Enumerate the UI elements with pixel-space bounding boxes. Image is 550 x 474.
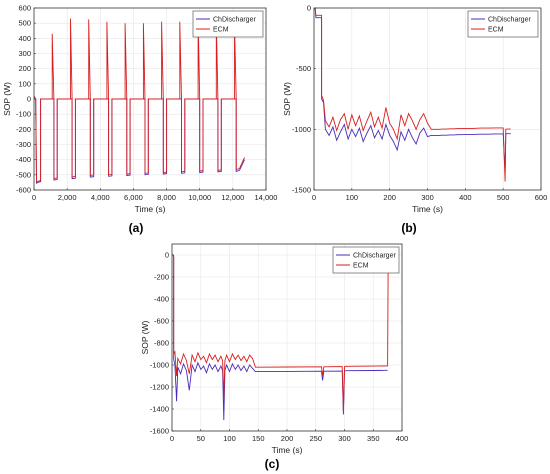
chart-panel-a: 0 2,000 4,000 6,000 8,000 10,000 12,000 14,000 -…: [2, 4, 277, 215]
panel-a-y-tick-label: 0: [27, 95, 31, 104]
panel-c-y-tick-label: -400: [154, 295, 169, 304]
panel-c-series-line-chdischarger: [172, 254, 388, 421]
panel-b-legend: ChDischarger ECM: [467, 10, 539, 38]
panel-c-y-tick-label: -1600: [150, 427, 169, 436]
panel-c-x-tick-label: 400: [396, 434, 409, 443]
panel-b-legend-box: [467, 10, 539, 38]
panel-a-legend: ChDischarger ECM: [192, 10, 264, 38]
panel-a-x-tick-label: 0: [32, 193, 36, 202]
panel-a-y-tick-label: -100: [16, 110, 31, 119]
panel-b-x-tick-label: 400: [459, 193, 472, 202]
panel-b-series-line-chdischarger: [314, 8, 511, 172]
panel-c-legend-box: [332, 246, 400, 274]
panel-c-y-tick-label: -1000: [150, 361, 169, 370]
panel-a-y-tick-label: 500: [18, 19, 31, 28]
panel-c-y-tick-label: -800: [154, 339, 169, 348]
panel-a-legend-box: [192, 10, 264, 38]
panel-b-x-tick-label: 200: [383, 193, 396, 202]
panel-b-y-tick-label: -1500: [292, 186, 311, 195]
panel-c-y-axis-label: SOP (W): [140, 320, 150, 354]
panel-c-legend-label: ChDischarger: [353, 253, 396, 260]
panel-c-y-tick-label: -200: [154, 273, 169, 282]
panel-c-x-tick-label: 150: [252, 434, 265, 443]
panel-c-x-tick-label: 350: [367, 434, 380, 443]
panel-a-y-tick-label: -400: [16, 155, 31, 164]
panel-b-y-tick-label: 0: [307, 4, 311, 13]
panel-c-x-tick-label: 250: [309, 434, 322, 443]
panel-b-legend-label: ECM: [488, 27, 504, 34]
panel-b-x-tick-label: 600: [535, 193, 548, 202]
panel-a-y-axis-label: SOP (W): [2, 82, 12, 116]
panel-a-x-tick-label: 10,000: [188, 193, 211, 202]
panel-a-y-tick-label: 600: [18, 4, 31, 13]
panel-a-x-tick-label: 14,000: [255, 193, 278, 202]
caption-b: (b): [401, 221, 416, 235]
panel-c-x-tick-label: 100: [223, 434, 236, 443]
panel-b-legend-label: ChDischarger: [488, 17, 531, 24]
panel-c-y-tick-label: 0: [165, 251, 169, 260]
panel-b-x-tick-label: 100: [346, 193, 359, 202]
panel-a-y-tick-label: 300: [18, 49, 31, 58]
panel-c-legend-label: ECM: [353, 263, 369, 270]
caption-a: (a): [129, 221, 144, 235]
panel-c-x-axis-label: Time (s): [272, 445, 303, 455]
panel-c-x-tick-label: 300: [338, 434, 351, 443]
panel-a-y-tick-label: -200: [16, 125, 31, 134]
panel-a-x-tick-label: 8,000: [157, 193, 176, 202]
panel-c-y-tick-label: -600: [154, 317, 169, 326]
panel-a-x-axis-label: Time (s): [135, 204, 166, 214]
panel-b-x-axis-label: Time (s): [412, 204, 443, 214]
panel-a-y-tick-label: 100: [18, 79, 31, 88]
panel-b-x-tick-label: 0: [312, 193, 316, 202]
panel-a-legend-label: ChDischarger: [213, 17, 256, 24]
panel-a-x-tick-label: 6,000: [124, 193, 143, 202]
caption-c: (c): [265, 457, 280, 471]
panel-a-y-tick-label: -500: [16, 170, 31, 179]
panel-a-y-tick-label: -300: [16, 140, 31, 149]
panel-b-x-tick-label: 300: [421, 193, 434, 202]
panel-b-series-line-ecm: [314, 8, 511, 182]
panel-a-legend-label: ECM: [213, 27, 229, 34]
panel-c-legend: ChDischarger ECM: [332, 246, 400, 274]
panel-a-x-tick-label: 4,000: [91, 193, 110, 202]
chart-panel-b: 0 100 200 300 400 500 600 -1500 -1000 -500 0 Time (…: [282, 4, 547, 215]
panel-b-y-axis-label: SOP (W): [282, 82, 292, 116]
panel-c-x-tick-label: 50: [197, 434, 205, 443]
panel-b-y-tick-label: -1000: [292, 125, 311, 134]
panel-a-series-line-ecm: [34, 18, 245, 183]
panel-c-y-tick-label: -1200: [150, 383, 169, 392]
panel-a-y-tick-label: -600: [16, 186, 31, 195]
panel-b-x-tick-label: 500: [497, 193, 510, 202]
panel-a-x-tick-label: 2,000: [58, 193, 77, 202]
panel-c-x-tick-label: 200: [281, 434, 294, 443]
panel-c-x-tick-label: 0: [170, 434, 174, 443]
chart-panel-c: 0 50 100 150 200 250 300 350 400 -1600 -1400 -1200 -…: [140, 243, 409, 455]
panel-a-y-tick-label: 400: [18, 34, 31, 43]
panel-a-x-tick-label: 12,000: [221, 193, 244, 202]
panel-c-series-line-ecm: [172, 254, 389, 412]
panel-b-y-tick-label: -500: [296, 64, 311, 73]
panel-c-y-tick-label: -1400: [150, 405, 169, 414]
panel-a-y-tick-label: 200: [18, 64, 31, 73]
